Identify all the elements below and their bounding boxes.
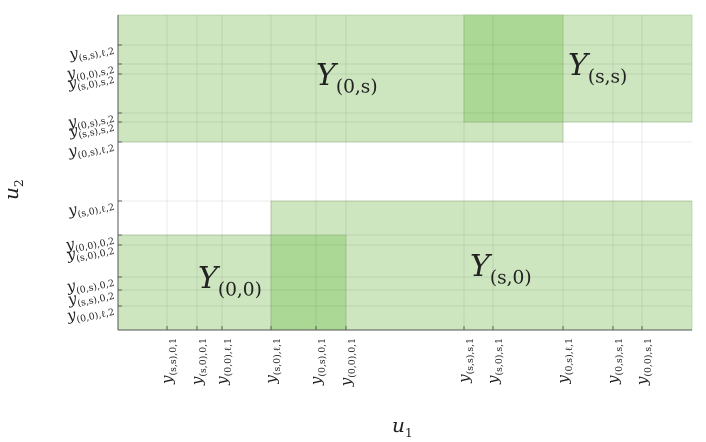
math-sub: (0,0),ℓ,2 (76, 307, 116, 326)
math-sub: (0,s),ℓ,2 (77, 143, 116, 161)
math-base: y (604, 375, 622, 385)
math-sub: (0,s),ℓ,1 (564, 338, 575, 375)
region (463, 14, 564, 123)
region-label: Y(s,s) (568, 48, 627, 88)
math-sub: (s,0),ℓ,1 (272, 338, 283, 375)
math-base: y (554, 375, 572, 385)
math-base: y (484, 375, 502, 385)
math-base: y (65, 141, 79, 161)
math-sub: 2 (11, 179, 26, 187)
x-tick-label: y(0,0),0,1 (337, 338, 358, 387)
math-sub: (s,s),ℓ,2 (78, 46, 116, 64)
math-base: y (66, 121, 80, 141)
math-base: Y (470, 249, 493, 284)
x-tick-label: y(s,0),ℓ,1 (262, 338, 283, 385)
x-tick-label: y(s,s),s,1 (455, 338, 476, 384)
math-base: y (158, 375, 176, 385)
math-base: y (65, 200, 79, 220)
math-sub: (0,s),s,1 (614, 338, 625, 376)
region-label: Y(0,s) (316, 58, 378, 98)
math-base: y (64, 63, 78, 83)
math-sub: (0,0) (218, 280, 262, 301)
math-base: y (63, 234, 77, 254)
math-sub: (0,s) (336, 77, 378, 98)
math-base: y (455, 374, 473, 384)
y-tick-label: y(s,0),ℓ,2 (65, 192, 115, 222)
math-sub: (s,0) (490, 268, 532, 289)
math-base: y (64, 305, 78, 325)
math-sub: (s,s) (588, 67, 628, 88)
math-sub: (s,0),0,1 (198, 338, 209, 377)
math-base: y (64, 244, 78, 264)
x-tick-label: y(0,s),ℓ,1 (554, 338, 575, 385)
math-base: y (65, 289, 79, 309)
math-base: y (65, 73, 79, 93)
math-base: y (307, 376, 325, 386)
math-sub: (s,0),s,1 (494, 338, 505, 376)
math-base: y (262, 375, 280, 385)
x-tick-label: y(0,0),ℓ,1 (213, 338, 234, 386)
math-base: y (633, 376, 651, 386)
math-sub: (s,0),ℓ,2 (77, 202, 116, 220)
x-tick-label: y(0,s),0,1 (307, 338, 328, 386)
math-base: u (0, 187, 23, 200)
math-base: y (64, 276, 78, 296)
x-tick-label: y(0,0),s,1 (633, 338, 654, 386)
y-tick-label: y(s,s),ℓ,2 (67, 36, 116, 66)
math-base: y (337, 377, 355, 387)
math-sub: 1 (405, 425, 413, 440)
x-axis-label: u1 (392, 413, 413, 440)
region (270, 234, 347, 331)
region-label: Y(s,0) (470, 249, 532, 289)
math-base: Y (316, 58, 339, 93)
math-base: y (67, 44, 81, 64)
math-base: y (188, 376, 206, 386)
x-tick-label: y(s,s),0,1 (158, 338, 179, 385)
region-label: Y(0,0) (198, 261, 262, 301)
x-tick-label: y(0,s),s,1 (604, 338, 625, 385)
math-base: y (213, 376, 231, 386)
x-tick-label: y(s,0),0,1 (188, 338, 209, 386)
math-base: Y (198, 261, 221, 296)
math-sub: (0,0),0,1 (347, 338, 358, 378)
math-base: u (392, 413, 405, 437)
math-sub: (s,s),0,1 (168, 338, 179, 376)
x-tick-label: y(s,0),s,1 (484, 338, 505, 385)
math-base: Y (568, 48, 591, 83)
y-axis-label: u2 (0, 179, 26, 200)
math-sub: (s,s),s,1 (465, 338, 476, 374)
math-sub: (0,0),s,1 (643, 338, 654, 377)
math-sub: (0,s),0,1 (317, 338, 328, 377)
math-base: y (65, 112, 79, 132)
math-sub: (0,0),ℓ,1 (223, 338, 234, 376)
